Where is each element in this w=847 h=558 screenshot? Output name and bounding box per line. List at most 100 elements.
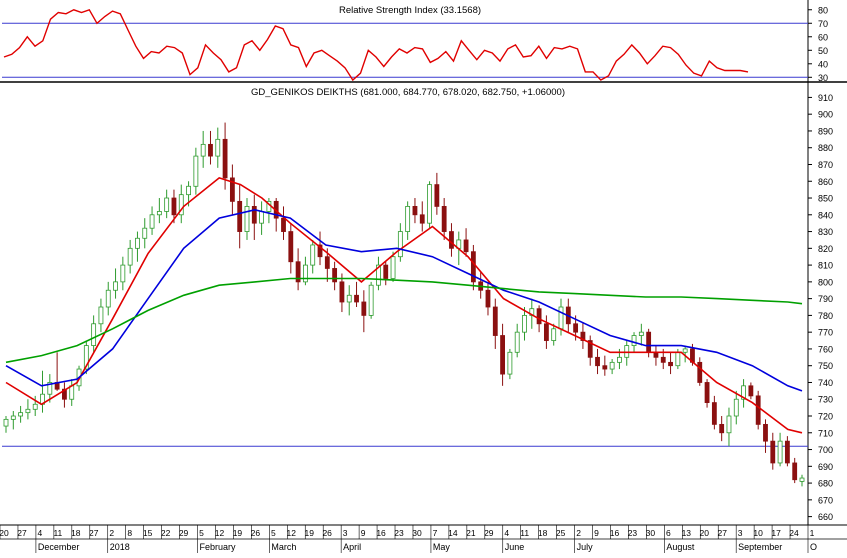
candle xyxy=(135,231,140,262)
candle-body xyxy=(412,206,418,216)
x-tick-label: 30 xyxy=(646,528,656,538)
candle-body xyxy=(580,331,586,341)
candle xyxy=(91,315,97,353)
price-tick-label: 880 xyxy=(818,143,833,153)
candle xyxy=(156,198,162,224)
candle xyxy=(281,206,286,240)
candle xyxy=(332,261,338,291)
x-tick-label: 17 xyxy=(771,528,781,538)
candle-body xyxy=(310,244,316,266)
candle xyxy=(470,244,476,291)
candle xyxy=(492,298,498,349)
rsi-tick-label: 60 xyxy=(818,32,828,42)
candle xyxy=(463,228,469,257)
price-tick-label: 760 xyxy=(818,344,833,354)
price-tick-label: 890 xyxy=(818,126,833,136)
candle-body xyxy=(120,264,126,283)
candle-body xyxy=(215,138,221,157)
candle xyxy=(127,239,133,274)
price-tick-label: 810 xyxy=(818,261,833,271)
candle-body xyxy=(755,395,761,425)
candle xyxy=(478,271,484,299)
candle-body xyxy=(193,155,199,187)
candle xyxy=(361,290,367,333)
candle xyxy=(244,198,250,240)
candle xyxy=(25,399,31,420)
moving-average-line xyxy=(5,177,803,434)
candle-body xyxy=(251,206,257,224)
x-tick-label: 14 xyxy=(448,528,458,538)
x-tick-label: 4 xyxy=(504,528,509,538)
candle xyxy=(419,201,425,232)
x-tick-label: 2 xyxy=(576,528,581,538)
candle xyxy=(587,335,593,366)
price-tick-label: 840 xyxy=(818,210,833,220)
candle-body xyxy=(171,197,177,216)
x-tick-label: 18 xyxy=(71,528,81,538)
price-tick-label: 820 xyxy=(818,244,833,254)
candle-body xyxy=(485,289,491,308)
x-tick-label: 20 xyxy=(0,528,9,538)
price-tick-label: 660 xyxy=(818,512,833,522)
x-tick-label: 23 xyxy=(394,528,404,538)
candle-body xyxy=(763,423,768,442)
candle-body xyxy=(113,281,118,291)
candle-body xyxy=(200,143,206,157)
candle xyxy=(193,147,199,195)
candle-body xyxy=(98,306,104,325)
candle xyxy=(178,184,184,224)
x-tick-label: 19 xyxy=(305,528,315,538)
price-tick-label: 720 xyxy=(818,412,833,422)
candle-body xyxy=(259,211,265,224)
month-label: 2018 xyxy=(110,542,130,552)
candle xyxy=(171,189,177,224)
candle-body xyxy=(741,385,746,400)
candle xyxy=(551,323,557,346)
candle-body xyxy=(748,385,754,397)
rsi-plot-area xyxy=(2,3,808,80)
candle-body xyxy=(441,206,447,232)
candle xyxy=(222,122,228,190)
candle xyxy=(704,379,710,408)
candle xyxy=(83,340,89,375)
x-tick-label: 20 xyxy=(700,528,710,538)
moving-average-line xyxy=(5,208,803,392)
candle xyxy=(288,223,294,274)
candle xyxy=(259,201,265,235)
candle-body xyxy=(339,281,345,303)
price-tick-label: 800 xyxy=(818,277,833,287)
x-tick-label: 29 xyxy=(484,528,494,538)
candle-body xyxy=(142,227,148,239)
x-tick-label: 10 xyxy=(753,528,763,538)
price-tick-label: 740 xyxy=(818,378,833,388)
x-tick-label: 7 xyxy=(433,528,438,538)
candle xyxy=(653,345,659,366)
x-tick-label: 26 xyxy=(251,528,261,538)
candle-body xyxy=(522,314,527,333)
price-tick-label: 910 xyxy=(818,93,833,103)
candle xyxy=(668,352,673,375)
month-label: July xyxy=(577,542,594,552)
candle-body xyxy=(609,361,615,370)
candle xyxy=(69,379,75,406)
candle-body xyxy=(697,361,703,383)
candle-body xyxy=(784,440,790,464)
moving-average-line xyxy=(5,277,803,364)
candle xyxy=(397,223,403,262)
candle-body xyxy=(624,345,630,358)
candle xyxy=(113,268,118,299)
candle xyxy=(98,298,104,333)
candle xyxy=(638,323,644,346)
x-tick-label: 22 xyxy=(161,528,171,538)
candle-body xyxy=(617,356,622,363)
candle xyxy=(295,248,301,291)
x-tick-label: 25 xyxy=(556,528,566,538)
x-tick-label: 21 xyxy=(466,528,476,538)
price-tick-label: 670 xyxy=(818,495,833,505)
x-tick-label: 23 xyxy=(628,528,638,538)
candle-body xyxy=(449,231,454,249)
candle-body xyxy=(514,331,520,353)
candle xyxy=(54,352,60,391)
candle xyxy=(522,307,527,341)
